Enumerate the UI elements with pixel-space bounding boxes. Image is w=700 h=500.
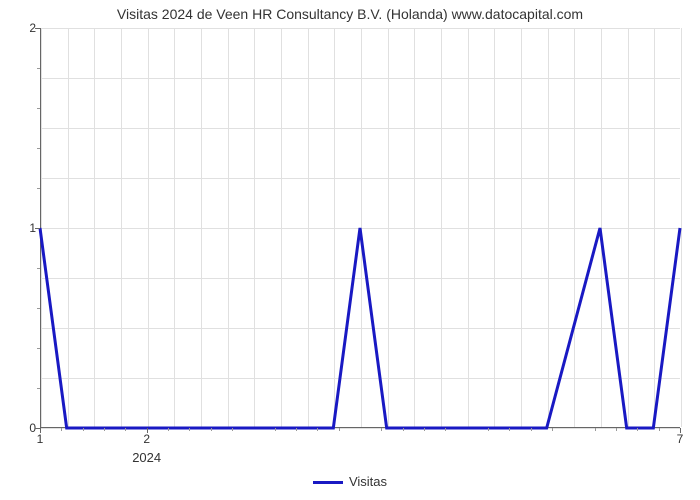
x-minor-tick — [531, 428, 532, 431]
series-line — [40, 228, 680, 428]
x-minor-tick — [232, 428, 233, 431]
y-minor-tick — [37, 268, 40, 269]
x-minor-tick — [125, 428, 126, 431]
x-minor-tick — [168, 428, 169, 431]
y-minor-tick — [37, 188, 40, 189]
x-minor-tick — [445, 428, 446, 431]
y-minor-tick — [37, 348, 40, 349]
legend-label: Visitas — [349, 474, 387, 489]
x-minor-tick — [595, 428, 596, 431]
x-minor-tick — [296, 428, 297, 431]
legend-swatch — [313, 481, 343, 484]
x-minor-tick — [104, 428, 105, 431]
y-tick-mark — [35, 28, 40, 29]
y-minor-tick — [37, 388, 40, 389]
x-minor-tick — [61, 428, 62, 431]
y-tick-mark — [35, 228, 40, 229]
y-minor-tick — [37, 108, 40, 109]
x-minor-tick — [509, 428, 510, 431]
x-minor-tick — [659, 428, 660, 431]
x-tick-label: 7 — [677, 432, 684, 446]
x-minor-tick — [381, 428, 382, 431]
x-minor-tick — [189, 428, 190, 431]
x-minor-tick — [211, 428, 212, 431]
x-tick-mark — [147, 428, 148, 433]
y-minor-tick — [37, 148, 40, 149]
x-tick-label: 2 — [143, 432, 150, 446]
x-axis-label: 2024 — [132, 450, 161, 465]
y-minor-tick — [37, 308, 40, 309]
x-minor-tick — [488, 428, 489, 431]
x-minor-tick — [637, 428, 638, 431]
x-minor-tick — [616, 428, 617, 431]
x-minor-tick — [317, 428, 318, 431]
y-minor-tick — [37, 68, 40, 69]
x-tick-mark — [40, 428, 41, 433]
x-tick-mark — [680, 428, 681, 433]
chart-container: Visitas 2024 de Veen HR Consultancy B.V.… — [0, 0, 700, 500]
line-series — [40, 28, 680, 428]
chart-title: Visitas 2024 de Veen HR Consultancy B.V.… — [0, 6, 700, 22]
x-minor-tick — [424, 428, 425, 431]
grid-vertical — [681, 28, 682, 427]
x-tick-label: 1 — [37, 432, 44, 446]
legend: Visitas — [0, 474, 700, 489]
x-minor-tick — [339, 428, 340, 431]
x-minor-tick — [403, 428, 404, 431]
x-minor-tick — [275, 428, 276, 431]
x-minor-tick — [552, 428, 553, 431]
x-minor-tick — [83, 428, 84, 431]
